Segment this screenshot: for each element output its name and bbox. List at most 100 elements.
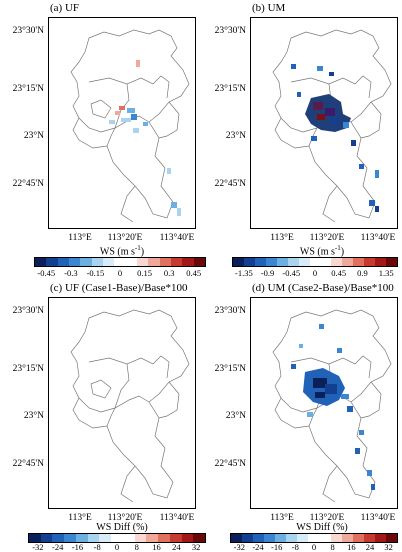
colorbar-swatch — [297, 534, 309, 542]
lat-label: 22°45'N — [214, 179, 246, 189]
panel-c-title: (c) UF (Case1-Base)/Base*100 — [50, 282, 188, 294]
lon-label: 113°40'E — [360, 513, 396, 523]
colorbar-swatch — [264, 534, 276, 542]
lat-label: 23°15'N — [12, 364, 44, 374]
colorbar-tick-label: 0.15 — [137, 268, 152, 278]
colorbar-swatch — [243, 258, 255, 266]
colorbar-tick-label: -32 — [32, 542, 44, 552]
lat-label: 22°45'N — [214, 459, 246, 469]
colorbar-swatch — [386, 258, 398, 266]
colorbar-swatch — [233, 258, 244, 266]
colorbar-swatch — [159, 258, 171, 266]
colorbar-swatch — [170, 258, 183, 266]
lat-label: 22°45'N — [12, 459, 44, 469]
colorbar-swatch — [287, 258, 299, 266]
lat-label: 23°30'N — [214, 26, 246, 36]
lat-label: 23°N — [23, 411, 44, 421]
panel-a-title: (a) UF — [50, 2, 80, 14]
colorbar-tick-label: 32 — [191, 542, 201, 552]
lat-label: 23°15'N — [214, 84, 246, 94]
lon-label: 113°E — [68, 233, 92, 243]
lat-label: 23°15'N — [214, 364, 246, 374]
colorbar-b-ticks: -1.35 -0.9 -0.45 0 0.45 0.9 1.35 — [232, 268, 398, 280]
colorbar-swatch — [111, 534, 123, 542]
colorbar-d-title: WS Diff (%) — [296, 522, 348, 533]
colorbar-swatch — [99, 534, 112, 542]
colorbar-swatch — [57, 258, 69, 266]
lon-label: 113°20'E — [309, 233, 345, 243]
colorbar-swatch — [298, 258, 310, 266]
colorbar-swatch — [169, 534, 182, 542]
lon-label: 113°E — [68, 513, 92, 523]
colorbar-swatch — [136, 258, 149, 266]
colorbar-swatch — [374, 534, 386, 542]
colorbar-swatch — [231, 534, 243, 542]
colorbar-tick-label: -8 — [291, 542, 299, 552]
map-d-svg — [272, 309, 392, 503]
colorbar-swatch — [375, 258, 387, 266]
colorbar-swatch — [134, 534, 147, 542]
colorbar-tick-label: -0.9 — [260, 268, 275, 278]
colorbar-tick-label: 0 — [312, 268, 318, 278]
map-a-svg — [70, 29, 190, 223]
colorbar-tick-label: -0.3 — [64, 268, 78, 278]
lat-label: 23°N — [225, 411, 246, 421]
colorbar-a-ticks: -0.45 -0.3 -0.15 0 0.15 0.3 0.45 — [34, 268, 206, 280]
lon-label: 113°E — [270, 513, 294, 523]
lat-label: 23°N — [23, 131, 44, 141]
lat-label: 23°15'N — [12, 84, 44, 94]
colorbar-b-title: WS (m s-1) — [299, 244, 345, 258]
colorbar-c — [28, 533, 206, 543]
colorbar-swatch — [253, 534, 265, 542]
colorbar-tick-label: 32 — [384, 542, 393, 552]
panel-c-map — [48, 297, 196, 509]
colorbar-swatch — [286, 534, 298, 542]
colorbar-a — [34, 257, 206, 267]
colorbar-tick-label: -1.35 — [234, 268, 253, 278]
colorbar-tick-label: -0.15 — [86, 268, 105, 278]
lon-label: 113°40'E — [360, 233, 396, 243]
colorbar-swatch — [385, 534, 397, 542]
panel-b-map — [250, 17, 398, 229]
colorbar-swatch — [363, 534, 375, 542]
colorbar-swatch — [320, 258, 332, 266]
panel-a-map — [48, 17, 196, 229]
colorbar-swatch — [275, 534, 287, 542]
lon-label: 113°E — [270, 233, 294, 243]
colorbar-tick-label: 24 — [172, 542, 181, 552]
lat-label: 22°45'N — [12, 179, 44, 189]
colorbar-swatch — [193, 258, 205, 266]
colorbar-tick-label: -16 — [71, 542, 84, 552]
colorbar-swatch — [64, 534, 76, 542]
colorbar-c-title: WS Diff (%) — [96, 522, 148, 533]
colorbar-tick-label: 8 — [134, 542, 139, 552]
colorbar-swatch — [308, 534, 320, 542]
colorbar-swatch — [148, 258, 160, 266]
colorbar-tick-label: -24 — [252, 542, 264, 552]
lat-label: 23°30'N — [214, 306, 246, 316]
colorbar-swatch — [353, 258, 365, 266]
lon-label: 113°40'E — [159, 233, 195, 243]
map-c-svg — [70, 309, 190, 503]
colorbar-swatch — [182, 258, 194, 266]
colorbar-swatch — [68, 258, 81, 266]
colorbar-tick-label: 24 — [365, 542, 375, 552]
colorbar-swatch — [319, 534, 331, 542]
colorbar-swatch — [331, 258, 343, 266]
colorbar-tick-label: 16 — [347, 542, 356, 552]
colorbar-swatch — [114, 258, 126, 266]
colorbar-swatch — [80, 258, 92, 266]
colorbar-swatch — [242, 534, 254, 542]
colorbar-tick-label: 0 — [311, 542, 317, 552]
colorbar-tick-label: -32 — [233, 542, 245, 552]
map-b-svg — [272, 29, 392, 223]
colorbar-tick-label: -16 — [270, 542, 283, 552]
lat-label: 23°N — [225, 131, 246, 141]
colorbar-swatch — [146, 534, 159, 542]
lat-label: 23°30'N — [12, 306, 44, 316]
panel-d-map — [250, 297, 398, 509]
colorbar-swatch — [87, 534, 100, 542]
lat-label: 23°30'N — [12, 26, 44, 36]
colorbar-swatch — [265, 258, 277, 266]
colorbar-swatch — [309, 258, 321, 266]
